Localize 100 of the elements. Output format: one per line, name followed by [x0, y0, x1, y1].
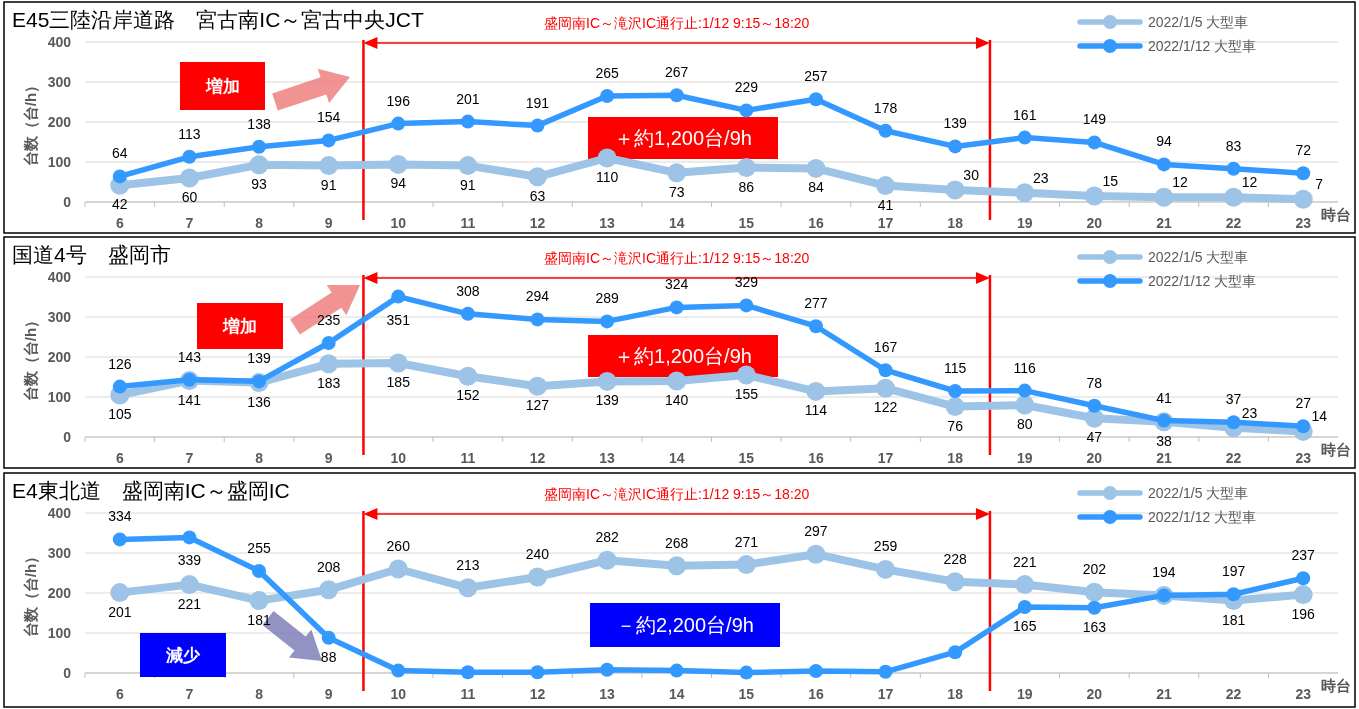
- point: [182, 149, 197, 164]
- data-label: 196: [386, 92, 411, 109]
- x-tick-label: 23: [1295, 215, 1312, 231]
- data-label: 152: [456, 387, 480, 404]
- y-tick-label: 100: [47, 625, 72, 641]
- y-tick-label: 300: [47, 74, 72, 90]
- x-tick-label: 20: [1086, 215, 1103, 231]
- x-tick-label: 21: [1156, 215, 1172, 231]
- point: [739, 103, 754, 118]
- x-tick-label: 19: [1016, 215, 1033, 231]
- x-tick-label: 11: [460, 215, 476, 231]
- point: [597, 371, 617, 391]
- point: [876, 378, 896, 398]
- data-label: 194: [1152, 564, 1176, 581]
- data-label: 202: [1082, 561, 1107, 578]
- point: [878, 123, 893, 138]
- data-label: 94: [390, 175, 407, 192]
- data-label: 105: [108, 406, 132, 422]
- point: [1226, 587, 1241, 602]
- point: [458, 578, 478, 598]
- point: [1156, 157, 1171, 172]
- point: [249, 591, 269, 611]
- data-label: 76: [947, 417, 964, 434]
- point: [1017, 600, 1032, 614]
- legend-label: 2022/1/12 大型車: [1148, 38, 1257, 54]
- point: [1296, 419, 1311, 434]
- x-tick-label: 12: [529, 215, 546, 231]
- data-label: 339: [177, 552, 202, 569]
- data-label: 351: [386, 311, 411, 328]
- point: [948, 139, 963, 154]
- point: [808, 319, 823, 334]
- data-label: 30: [963, 167, 980, 183]
- x-tick-label: 9: [324, 450, 333, 466]
- data-label: 27: [1295, 395, 1312, 412]
- data-label: 91: [460, 176, 476, 193]
- x-tick-label: 18: [947, 686, 964, 702]
- data-label: 88: [320, 648, 337, 665]
- x-axis-title: 時台: [1321, 206, 1351, 223]
- point: [1015, 575, 1035, 595]
- legend-label: 2022/1/5 大型車: [1148, 485, 1249, 501]
- data-label: 329: [734, 274, 759, 291]
- x-tick-label: 20: [1086, 686, 1103, 702]
- data-label: 14: [1311, 408, 1328, 425]
- point: [1296, 166, 1311, 181]
- data-label: 334: [108, 508, 132, 525]
- y-tick-label: 0: [63, 194, 72, 210]
- data-label: 267: [665, 64, 689, 81]
- x-tick-label: 14: [668, 686, 685, 702]
- point: [808, 92, 823, 107]
- point: [948, 645, 963, 660]
- data-label: 196: [1291, 605, 1316, 622]
- point: [876, 559, 896, 579]
- point: [597, 148, 617, 168]
- y-tick-label: 200: [47, 114, 72, 130]
- data-label: 237: [1291, 547, 1316, 564]
- point: [878, 363, 893, 378]
- data-label: 12: [1241, 174, 1258, 191]
- data-label: 139: [595, 392, 619, 409]
- x-tick-label: 6: [115, 686, 124, 702]
- x-tick-label: 19: [1016, 450, 1033, 466]
- data-label: 289: [595, 290, 619, 307]
- point: [669, 88, 684, 103]
- data-label: 7: [1315, 176, 1324, 193]
- point: [182, 530, 197, 545]
- data-label: 12: [1172, 174, 1188, 191]
- x-tick-label: 15: [738, 215, 755, 231]
- point: [945, 397, 965, 417]
- point: [806, 158, 826, 178]
- x-tick-label: 8: [255, 450, 264, 466]
- y-tick-label: 200: [47, 349, 72, 365]
- x-tick-label: 22: [1225, 686, 1242, 702]
- data-label: 47: [1086, 429, 1103, 446]
- data-label: 294: [525, 288, 550, 305]
- x-tick-label: 10: [390, 450, 407, 466]
- point: [948, 384, 963, 398]
- data-label: 80: [1016, 416, 1033, 432]
- point: [527, 376, 547, 396]
- data-label: 110: [595, 169, 619, 185]
- y-tick-label: 400: [47, 269, 72, 285]
- x-tick-label: 12: [529, 450, 546, 466]
- data-label: 178: [873, 99, 898, 116]
- data-label: 84: [808, 179, 824, 196]
- point: [669, 663, 684, 678]
- point: [878, 664, 893, 679]
- data-label: 73: [668, 183, 685, 200]
- x-tick-label: 22: [1225, 215, 1242, 231]
- x-tick-label: 13: [599, 686, 616, 702]
- point: [527, 567, 547, 587]
- point: [739, 665, 754, 680]
- data-label: 139: [247, 350, 271, 367]
- point: [321, 336, 336, 350]
- point: [876, 176, 896, 196]
- x-tick-label: 13: [599, 450, 616, 466]
- point: [806, 381, 826, 401]
- point: [1084, 186, 1104, 206]
- point: [1017, 130, 1032, 145]
- x-tick-label: 16: [808, 450, 824, 466]
- y-tick-label: 300: [47, 545, 72, 561]
- data-label: 127: [525, 397, 550, 414]
- data-label: 139: [943, 115, 968, 132]
